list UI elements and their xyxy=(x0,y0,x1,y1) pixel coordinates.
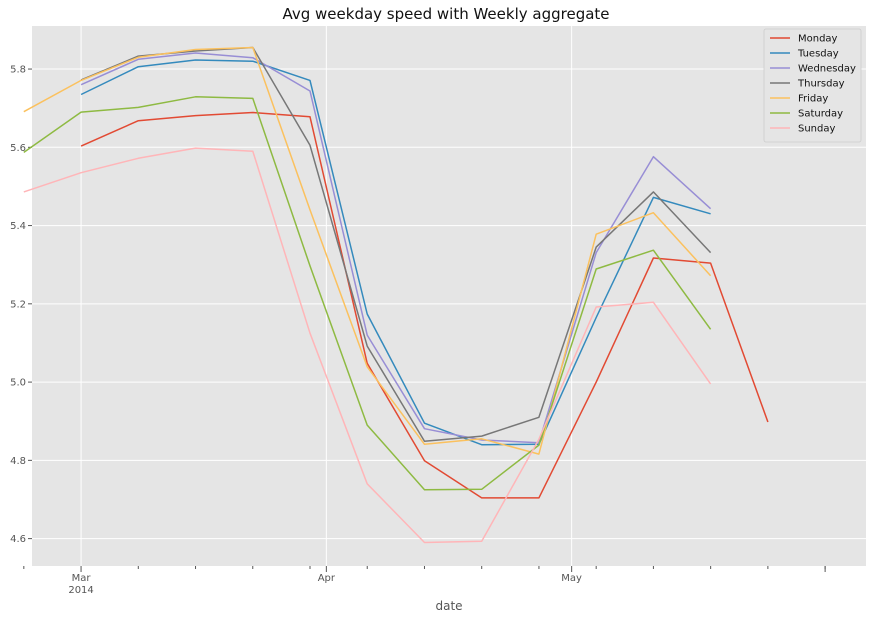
series-line-friday xyxy=(23,46,712,455)
x-tick-label: Mar xyxy=(72,573,92,584)
series-line-thursday xyxy=(80,46,712,442)
series-line-monday xyxy=(80,111,769,499)
y-tick-label: 5.2 xyxy=(10,299,26,310)
legend-label-friday: Friday xyxy=(798,94,828,105)
x-axis-label: date xyxy=(435,599,462,613)
y-tick-label: 4.8 xyxy=(10,456,26,467)
legend-label-tuesday: Tuesday xyxy=(797,49,839,60)
legend-label-thursday: Thursday xyxy=(797,79,845,90)
series-line-tuesday xyxy=(80,59,711,446)
legend-label-monday: Monday xyxy=(798,34,838,45)
y-tick-label: 5.0 xyxy=(10,378,26,389)
legend-label-sunday: Sunday xyxy=(798,124,835,135)
legend-label-saturday: Saturday xyxy=(798,109,843,120)
legend: Monday Tuesday Wednesday Thursday Friday Satu… xyxy=(763,28,862,143)
gridlines xyxy=(32,26,866,566)
y-tick-label: 4.6 xyxy=(10,534,26,545)
series-lines xyxy=(23,46,769,544)
x-tick-label: Apr xyxy=(318,573,336,584)
x-tick-sublabel: 2014 xyxy=(68,585,93,596)
plot-area xyxy=(32,26,866,566)
series-line-sunday xyxy=(23,147,712,544)
x-tick-label: May xyxy=(561,573,582,584)
y-tick-label: 5.4 xyxy=(10,221,26,232)
chart-title: Avg weekday speed with Weekly aggregate xyxy=(282,5,609,23)
legend-label-wednesday: Wednesday xyxy=(798,64,856,75)
series-line-wednesday xyxy=(80,52,712,444)
y-tick-label: 5.6 xyxy=(10,143,26,154)
y-tick-label: 5.8 xyxy=(10,65,26,76)
series-line-saturday xyxy=(23,96,712,491)
